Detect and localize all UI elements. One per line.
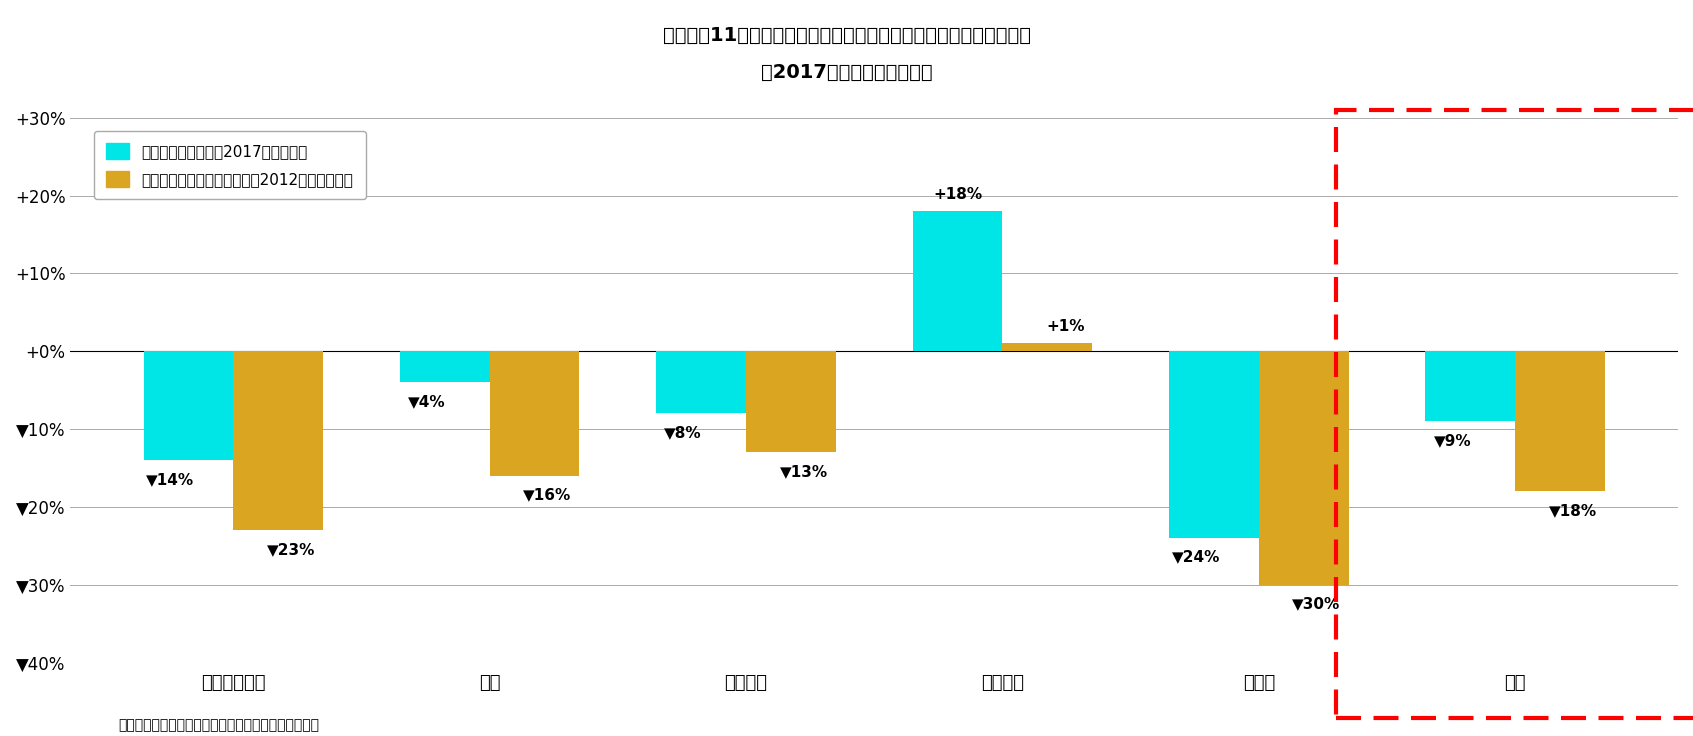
Bar bbox=[1426, 351, 1515, 421]
Bar bbox=[747, 351, 836, 453]
Bar bbox=[489, 351, 579, 475]
Legend: キャピタル収益率ﾈ2017年末時点）, キャピタル収益率（ボトム、2012年下期時点）: キャピタル収益率ﾈ2017年末時点）, キャピタル収益率（ボトム、2012年下期… bbox=[95, 131, 366, 199]
Text: ▼16%: ▼16% bbox=[523, 487, 572, 503]
Text: ▼24%: ▼24% bbox=[1172, 550, 1221, 565]
Bar bbox=[1002, 344, 1092, 351]
Text: ▼18%: ▼18% bbox=[1549, 503, 1596, 518]
Text: +18%: +18% bbox=[933, 187, 982, 202]
Bar bbox=[1170, 351, 1260, 538]
Text: ▼14%: ▼14% bbox=[146, 472, 195, 486]
Bar bbox=[400, 351, 489, 382]
Bar bbox=[144, 351, 234, 460]
Bar bbox=[657, 351, 747, 414]
Bar bbox=[1260, 351, 1349, 584]
Text: ▼30%: ▼30% bbox=[1292, 596, 1341, 612]
Bar bbox=[1515, 351, 1605, 491]
Bar bbox=[913, 211, 1002, 351]
Text: （出所）開示資料をもとにニッセイ基礎研究所が作成: （出所）開示資料をもとにニッセイ基礎研究所が作成 bbox=[119, 718, 320, 732]
Text: ▼9%: ▼9% bbox=[1434, 433, 1471, 448]
Text: ［図表－11］：取得価額に対するキャピタル収益率（年率換算前）: ［図表－11］：取得価額に対するキャピタル収益率（年率換算前） bbox=[662, 26, 1031, 45]
Text: ▼8%: ▼8% bbox=[664, 425, 703, 440]
Bar bbox=[234, 351, 323, 530]
Text: ▼23%: ▼23% bbox=[267, 542, 315, 557]
Text: +1%: +1% bbox=[1046, 319, 1085, 334]
Text: ▼4%: ▼4% bbox=[408, 394, 445, 409]
Text: ▼13%: ▼13% bbox=[780, 464, 828, 479]
Text: （2017年末時点とボトム）: （2017年末時点とボトム） bbox=[760, 63, 933, 82]
